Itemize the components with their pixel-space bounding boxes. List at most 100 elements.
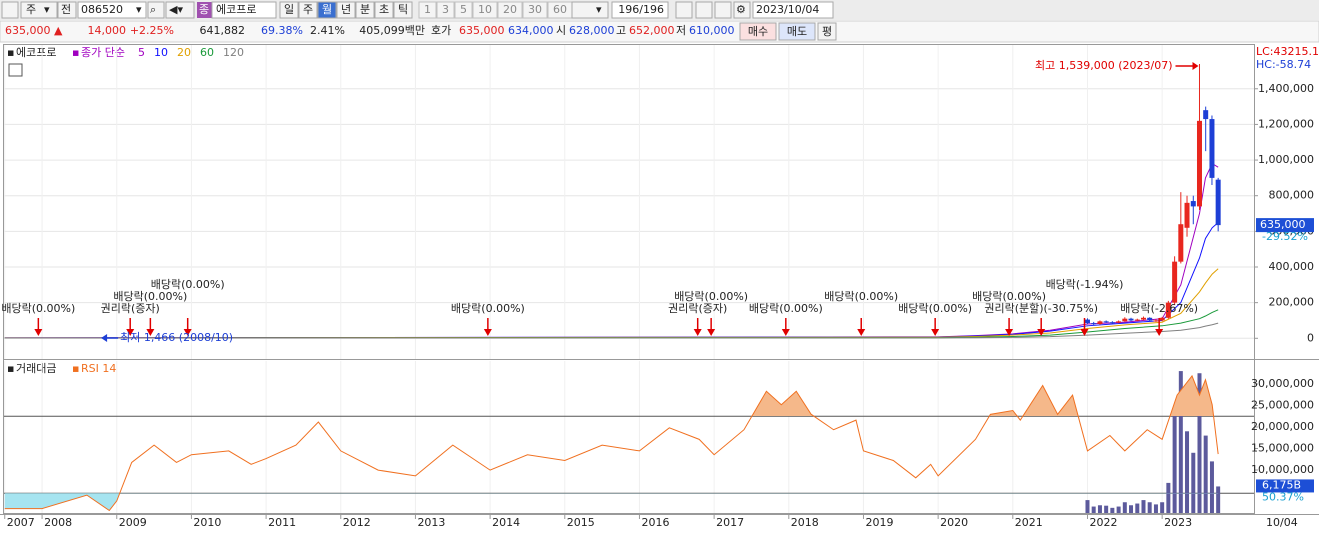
event-arrow-head	[146, 329, 155, 336]
volume-bar	[1147, 502, 1152, 513]
minute-button[interactable]	[418, 1, 437, 19]
hc-label: HC:-58.74	[1256, 58, 1311, 71]
ma-line	[4, 322, 1219, 339]
interval-button[interactable]	[317, 1, 337, 19]
high: 652,000	[629, 24, 675, 37]
interval-label: 틱	[398, 3, 408, 16]
buy-button[interactable]	[739, 22, 777, 41]
legend-entry: 10	[154, 46, 168, 59]
lc-label: LC:43215.14	[1256, 45, 1319, 58]
count-box[interactable]	[611, 1, 669, 19]
volume-bar	[1135, 503, 1140, 513]
settings-button[interactable]	[733, 1, 751, 19]
window-icon[interactable]	[1, 1, 19, 19]
volume-bar	[1216, 486, 1221, 513]
event-arrow-head	[183, 329, 192, 336]
volume-bar	[1153, 504, 1158, 513]
tool-button[interactable]	[675, 1, 693, 19]
x-tick-label: 2019	[865, 516, 893, 529]
save-button[interactable]	[714, 1, 732, 19]
date-box[interactable]	[752, 1, 834, 19]
interval-label: 월	[322, 3, 332, 16]
table-icon[interactable]	[8, 63, 23, 77]
last-price: 635,000	[1260, 218, 1306, 231]
event-arrow-head	[1005, 329, 1014, 336]
interval-button[interactable]	[374, 1, 394, 19]
rsi-legend: RSI 14	[81, 362, 116, 375]
ask: 635,000	[459, 24, 505, 37]
minute-label: 1	[424, 3, 431, 16]
high-label: 고	[616, 24, 626, 37]
volume-bar	[1122, 502, 1127, 513]
code-input[interactable]	[77, 1, 147, 19]
event-label: 배당락(0.00%)	[1, 302, 75, 315]
minute-button[interactable]	[454, 1, 473, 19]
candle-body	[1091, 323, 1097, 325]
price: 635,000 ▲	[5, 24, 63, 37]
x-tick-label: 2013	[417, 516, 445, 529]
x-tick-label: 2011	[268, 516, 296, 529]
x-tick-label: 2014	[492, 516, 520, 529]
buy: 매수	[748, 25, 768, 38]
minute-button[interactable]	[522, 1, 548, 19]
avg-button[interactable]	[817, 22, 837, 41]
volume-legend: 거래대금	[16, 362, 56, 375]
x-tick-label: 2021	[1015, 516, 1043, 529]
prev-button[interactable]	[57, 1, 77, 19]
x-tick-label: 2017	[716, 516, 744, 529]
volume-bar	[1209, 461, 1214, 513]
search-button[interactable]	[147, 1, 165, 19]
sell-button[interactable]	[778, 22, 816, 41]
x-tick-label: 2023	[1164, 516, 1192, 529]
interval-button[interactable]	[279, 1, 299, 19]
event-arrow-head	[1037, 329, 1046, 336]
name-box[interactable]	[211, 1, 277, 19]
candle-body	[1147, 317, 1153, 321]
x-tick-label: 2015	[567, 516, 595, 529]
volume-bar	[1203, 435, 1208, 513]
interval-button[interactable]	[355, 1, 375, 19]
code: 086520	[81, 3, 123, 16]
tool-button[interactable]	[695, 1, 713, 19]
y-tick-label: 0	[1307, 331, 1314, 344]
date: 2023/10/04	[756, 3, 819, 16]
volume-bar	[1091, 506, 1096, 513]
y-tick-label: 1,400,000	[1258, 82, 1314, 95]
legend-marker: ▪	[72, 362, 79, 375]
x-tick-label: 2007	[7, 516, 35, 529]
ratio: 69.38%	[261, 24, 303, 37]
legend-entry: 60	[200, 46, 214, 59]
event-label: 권리락(증자)	[101, 302, 160, 315]
interval-buttons: 일주월년분초틱13510203060120	[279, 1, 605, 19]
minute-button[interactable]	[436, 1, 455, 19]
high-label: 최고 1,539,000 (2023/07)	[1035, 59, 1173, 72]
interval-button[interactable]	[298, 1, 318, 19]
dropdown-arrow: ▾	[596, 3, 602, 16]
sound-button[interactable]	[165, 1, 195, 19]
event-label: 권리락(증자)	[668, 302, 727, 315]
x-tick-label: 2016	[641, 516, 669, 529]
stock-name: 에코프로	[216, 3, 256, 16]
rsi-overbought-fill	[751, 375, 1214, 416]
event-label: 배당락(0.00%)	[113, 290, 187, 303]
count: 196/196	[618, 3, 664, 16]
x-tick-label: 2012	[343, 516, 371, 529]
candle-body	[1116, 321, 1122, 323]
volume-bar	[1085, 500, 1090, 513]
volume-bar	[1166, 482, 1171, 513]
interval-button[interactable]	[393, 1, 413, 19]
x-end-label: 10/04	[1266, 516, 1298, 529]
period-select[interactable]	[20, 1, 58, 19]
quote-bar	[0, 20, 1319, 43]
interval-label: 분	[360, 3, 370, 16]
minute-button[interactable]	[497, 1, 523, 19]
volume-bar	[1110, 507, 1115, 513]
candle-body	[1134, 319, 1140, 321]
volume: 641,882	[200, 24, 246, 37]
interval-button[interactable]	[336, 1, 356, 19]
blank-select[interactable]	[571, 1, 609, 19]
legend-entry: 120	[223, 46, 244, 59]
minute-button[interactable]	[472, 1, 498, 19]
amount: 405,099백만	[359, 24, 425, 37]
